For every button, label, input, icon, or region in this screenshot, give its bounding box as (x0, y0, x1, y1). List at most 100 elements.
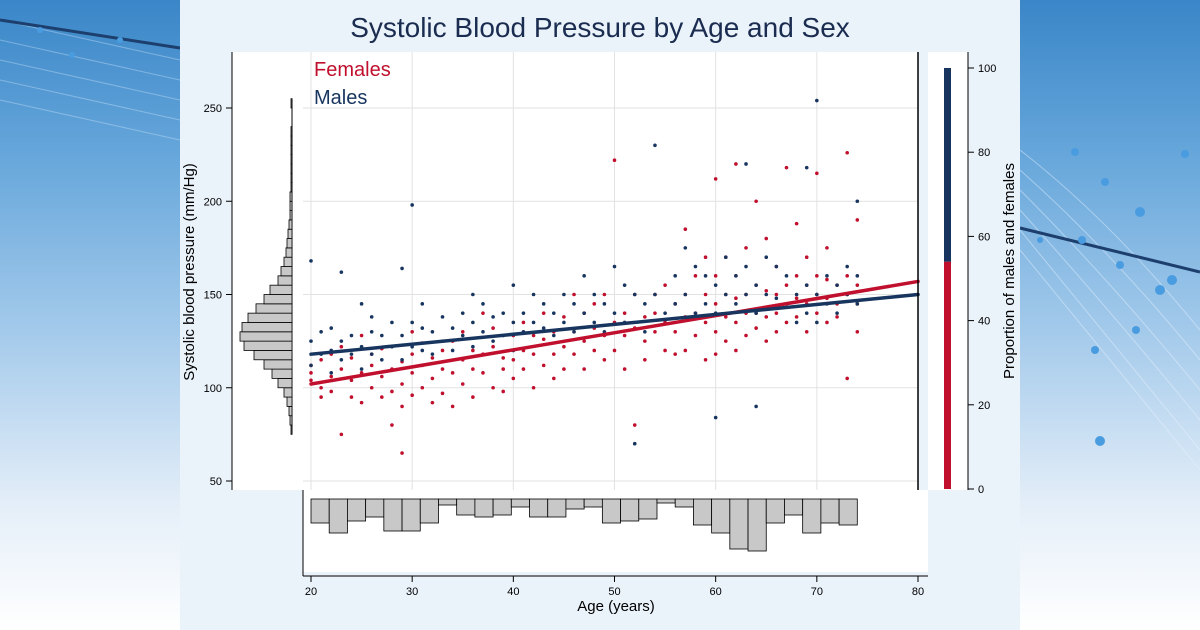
males-point (339, 339, 344, 343)
females-point (491, 344, 495, 349)
males-point (673, 274, 677, 278)
males-point (390, 320, 394, 325)
y-hist-bar (290, 135, 293, 146)
females-point (471, 367, 475, 371)
females-point (774, 330, 779, 334)
males-point (339, 357, 344, 362)
plot-area (232, 52, 918, 490)
x-hist-bar (529, 498, 549, 518)
x-tick-label-4: 60 (710, 586, 722, 598)
x-hist-bar (401, 498, 421, 532)
males-point (602, 302, 607, 306)
x-hist-bar (419, 498, 439, 524)
females-point (501, 356, 506, 360)
males-point (653, 143, 657, 148)
males-point (471, 292, 475, 297)
males-point (744, 292, 748, 297)
x-hist-bar (765, 498, 785, 524)
females-point (430, 400, 435, 405)
females-point (713, 352, 718, 356)
x-marginal-histogram (310, 498, 858, 552)
males-point (491, 315, 495, 319)
females-point (471, 395, 475, 399)
males-point (582, 311, 586, 315)
males-point (764, 255, 769, 259)
males-point (349, 333, 354, 338)
females-point (349, 395, 354, 399)
females-point (815, 311, 819, 315)
y-hist-bar (283, 256, 293, 267)
females-point (592, 348, 597, 353)
females-point (804, 255, 809, 259)
males-point (410, 320, 414, 325)
males-point (319, 330, 323, 334)
females-point (794, 274, 799, 278)
y-marginal-histogram (239, 98, 293, 435)
females-point (339, 432, 344, 437)
y-hist-bar (280, 266, 293, 277)
females-point (703, 255, 708, 259)
males-fit-line (309, 292, 920, 356)
females-point (380, 395, 384, 399)
males-point (471, 344, 475, 349)
females-point (784, 165, 789, 170)
legend-females: Females (314, 59, 391, 81)
females-point (784, 320, 789, 325)
x-hist-bar (656, 498, 676, 504)
x-hist-bar (838, 498, 858, 526)
females-point (774, 292, 779, 297)
females-point (380, 374, 384, 379)
females-point (744, 333, 748, 338)
y-tick-label-3: 200 (204, 196, 222, 208)
females-point (653, 330, 657, 334)
females-point (329, 389, 334, 394)
males-point (703, 302, 708, 306)
fit-lines (309, 279, 920, 386)
males-point (855, 302, 860, 306)
females-point (410, 352, 414, 356)
males-point (359, 367, 364, 371)
females-point (339, 367, 344, 371)
proportion-bar (944, 68, 951, 489)
males-point (309, 339, 313, 343)
females-point (531, 385, 536, 390)
males-point (632, 441, 637, 446)
y2-tick-label-4: 80 (978, 147, 990, 159)
males-point (501, 311, 506, 315)
females-point (400, 451, 404, 455)
males-point (420, 348, 425, 353)
males-point (329, 326, 334, 330)
males-point (713, 415, 718, 420)
males-point (329, 371, 334, 375)
females-point (754, 326, 758, 330)
x-hist-bar (310, 498, 330, 524)
males-point (562, 292, 566, 297)
females-point (825, 277, 829, 282)
y2-ticks: 0 20 40 60 80 100 (968, 63, 996, 496)
females-point (612, 348, 617, 353)
females-point (855, 218, 860, 222)
females-point (349, 356, 354, 360)
females-point (723, 339, 728, 343)
females-point (582, 367, 586, 371)
males-point (369, 352, 374, 356)
x-hist-bar (547, 498, 567, 518)
y2-tick-label-1: 20 (978, 400, 990, 412)
females-point (804, 330, 809, 334)
y-hist-bar (287, 228, 293, 239)
males-point (723, 255, 728, 259)
y-hist-bar (290, 98, 293, 109)
x-hist-bar (711, 498, 731, 534)
females-point (744, 246, 748, 250)
males-point (643, 330, 647, 334)
males-point (622, 283, 627, 287)
females-point (734, 296, 738, 301)
females-point (481, 371, 485, 375)
males-point (774, 264, 779, 269)
males-point (794, 292, 799, 297)
males-point (369, 330, 374, 334)
y-tick-label-1: 100 (204, 383, 222, 395)
males-point (491, 339, 495, 343)
y-hist-bar (243, 340, 293, 351)
females-point (501, 367, 506, 371)
